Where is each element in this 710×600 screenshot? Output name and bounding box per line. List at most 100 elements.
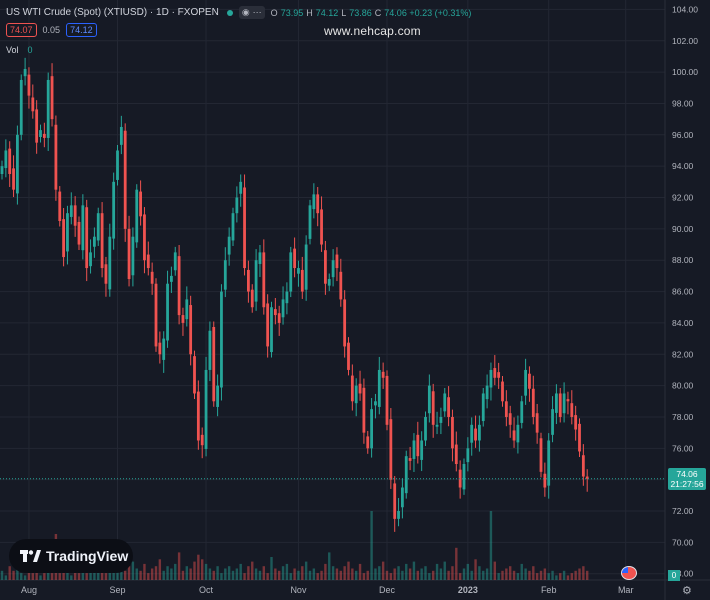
- candle-body: [581, 455, 585, 477]
- volume-bar: [397, 566, 400, 580]
- candle-body: [481, 393, 485, 422]
- volume-bar: [574, 570, 577, 580]
- buy-button[interactable]: 74.12: [66, 23, 97, 37]
- candle-body: [239, 181, 243, 194]
- eye-icon[interactable]: ◉: [241, 7, 250, 17]
- y-tick-label: 76.00: [672, 443, 694, 453]
- candle-body: [8, 148, 12, 174]
- candle-body: [77, 221, 81, 245]
- volume-bar: [112, 566, 115, 580]
- candle-body: [220, 291, 223, 388]
- volume-value: 0: [27, 45, 33, 55]
- volume-bar: [335, 568, 339, 580]
- y-tick-label: 96.00: [672, 130, 694, 140]
- y-tick-label: 104.00: [672, 4, 698, 14]
- spread-value: 0.05: [42, 25, 61, 35]
- volume-bar: [355, 570, 358, 580]
- candle-body: [81, 205, 85, 251]
- candle-body: [574, 415, 578, 430]
- candle-body: [204, 369, 208, 449]
- y-tick-label: 92.00: [672, 193, 694, 203]
- volume-bar: [570, 573, 573, 580]
- candle-body: [508, 413, 512, 425]
- volume-bar: [493, 561, 496, 580]
- volume-bar: [535, 573, 539, 580]
- volume-bar: [285, 563, 289, 580]
- candle-body: [250, 289, 254, 308]
- candle-body: [235, 197, 239, 214]
- ohlc-high-value: 74.12: [315, 7, 339, 18]
- volume-bar: [420, 568, 423, 580]
- candle-body: [424, 416, 427, 441]
- volume-bar: [31, 573, 34, 580]
- volume-bar: [512, 570, 516, 580]
- volume-label[interactable]: Vol: [6, 45, 19, 55]
- volume-bar: [224, 568, 227, 580]
- volume-bar: [320, 570, 323, 580]
- volume-bar: [439, 568, 443, 580]
- candle-body: [243, 187, 246, 269]
- candle-body: [539, 438, 543, 472]
- volume-bar: [312, 568, 316, 580]
- candle-body: [401, 487, 404, 508]
- candle-body: [578, 423, 581, 452]
- volume-legend: Vol 0: [6, 45, 33, 55]
- candle-body: [316, 194, 320, 214]
- candle-body: [73, 205, 77, 226]
- volume-bar: [316, 573, 319, 580]
- volume-bar: [297, 570, 300, 580]
- candle-body: [193, 356, 196, 394]
- sell-button[interactable]: 74.07: [6, 23, 37, 37]
- symbol-title[interactable]: US WTI Crude (Spot) (XTIUSD) · 1D · FXOP…: [6, 7, 219, 18]
- volume-bar: [559, 573, 562, 580]
- visibility-toggle[interactable]: ◉ ⋯: [238, 6, 265, 19]
- volume-bar: [231, 570, 235, 580]
- candle-body: [177, 256, 181, 316]
- settings-gear-icon[interactable]: ⚙: [682, 585, 692, 597]
- volume-bar: [428, 573, 431, 580]
- candle-body: [451, 416, 454, 449]
- volume-bar: [416, 570, 419, 580]
- us-flag-icon[interactable]: [621, 566, 637, 580]
- volume-bar: [8, 566, 11, 580]
- y-tick-label: 100.00: [672, 67, 698, 77]
- volume-bar: [551, 570, 554, 580]
- volume-bar: [381, 561, 385, 580]
- candle-body: [551, 409, 554, 435]
- volume-bar: [274, 568, 277, 580]
- volume-bar: [385, 570, 389, 580]
- x-tick-label: Feb: [541, 585, 557, 595]
- candle-body: [293, 248, 296, 269]
- candle-body: [439, 416, 443, 423]
- more-icon[interactable]: ⋯: [252, 7, 262, 17]
- volume-bar: [189, 568, 192, 580]
- candle-body: [412, 440, 416, 459]
- volume-bar: [331, 566, 335, 580]
- volume-bar: [127, 566, 131, 580]
- candle-body: [216, 385, 219, 407]
- volume-bar: [62, 568, 65, 580]
- candle-body: [19, 79, 23, 135]
- candle-body: [112, 181, 116, 239]
- ohlc-low-value: 73.86: [349, 7, 372, 18]
- ohlc-high-key: H: [306, 7, 313, 18]
- candle-body: [350, 375, 354, 402]
- volume-bar: [505, 568, 508, 580]
- tradingview-logo[interactable]: TradingView: [9, 539, 133, 573]
- candle-body: [273, 309, 277, 316]
- candle-body: [4, 150, 8, 169]
- volume-bar: [516, 573, 520, 580]
- volume-bar: [478, 566, 481, 580]
- volume-bar: [374, 568, 377, 580]
- candle-body: [258, 252, 262, 264]
- volume-bar: [405, 563, 408, 580]
- x-tick-label: 2023: [458, 585, 478, 595]
- volume-bar: [85, 573, 88, 580]
- x-tick-label: Aug: [21, 585, 37, 595]
- volume-bar: [150, 568, 154, 580]
- volume-bar: [162, 570, 165, 580]
- volume-bar: [343, 566, 346, 580]
- candle-body: [181, 315, 185, 323]
- candle-body: [300, 269, 304, 292]
